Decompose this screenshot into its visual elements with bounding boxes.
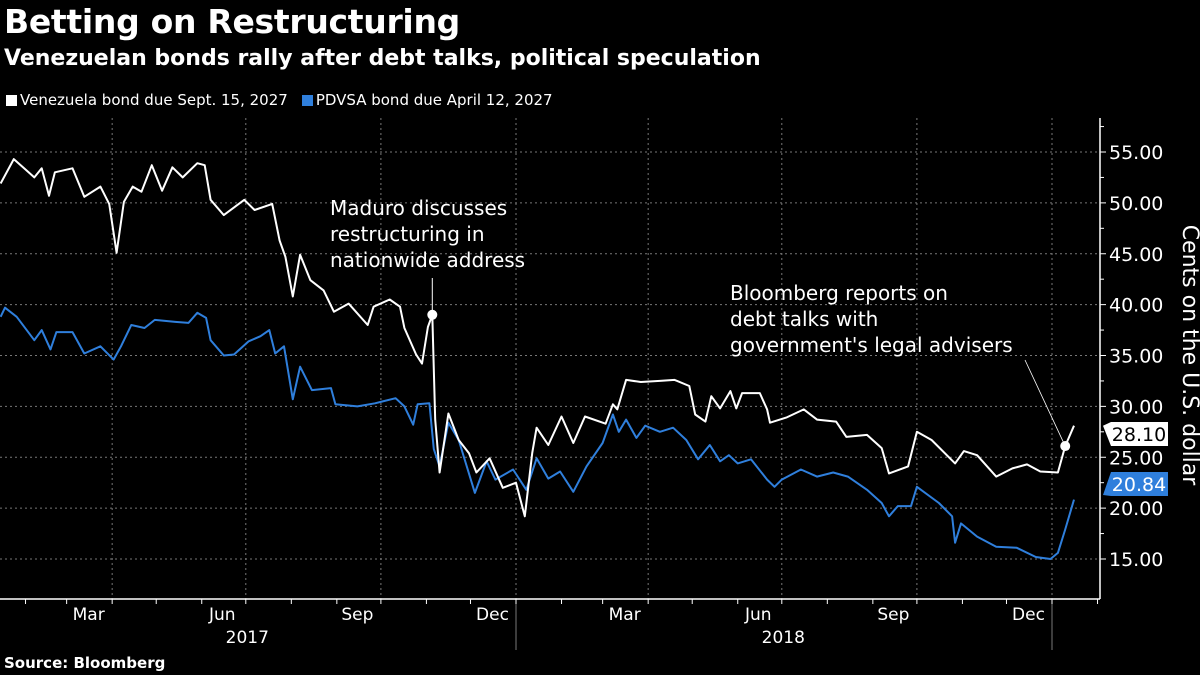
last-value-tag bbox=[1103, 472, 1168, 496]
last-value-label: 20.84 bbox=[1112, 474, 1166, 496]
annotation-text: government's legal advisers bbox=[730, 333, 1013, 357]
legend-swatch-blue bbox=[301, 94, 313, 106]
annotation-text: Bloomberg reports on bbox=[730, 281, 948, 305]
annotation-text: restructuring in bbox=[330, 222, 485, 246]
legend-swatch-white bbox=[6, 94, 17, 106]
legend-label: PDVSA bond due April 12, 2027 bbox=[315, 91, 553, 109]
pdvsa-bond-line bbox=[0, 306, 1075, 560]
last-value-tags: 28.10 20.84 bbox=[1103, 422, 1168, 496]
y-tick-label: 20.00 bbox=[1109, 498, 1163, 520]
annotation-text: nationwide address bbox=[330, 248, 525, 272]
x-tick-label: Sep bbox=[877, 605, 909, 625]
annotation-marker bbox=[427, 309, 438, 320]
x-year-label: 2017 bbox=[226, 628, 269, 648]
x-year-label: 2018 bbox=[762, 628, 805, 648]
y-tick-label: 50.00 bbox=[1109, 193, 1163, 215]
last-value-label: 28.10 bbox=[1112, 424, 1166, 446]
y-tick-label: 35.00 bbox=[1109, 346, 1163, 368]
annotation-text: debt talks with bbox=[730, 307, 878, 331]
x-tick-label: Mar bbox=[73, 605, 105, 625]
legend-item-pdvsa: PDVSA bond due April 12, 2027 bbox=[301, 91, 553, 109]
legend: Venezuela bond due Sept. 15, 2027 PDVSA … bbox=[6, 91, 553, 109]
venezuela-bond-line bbox=[0, 158, 1075, 518]
y-tick-label: 45.00 bbox=[1109, 244, 1163, 266]
y-tick-label: 30.00 bbox=[1109, 396, 1163, 418]
x-tick-label: Dec bbox=[1012, 605, 1045, 625]
annotation-marker bbox=[1060, 441, 1071, 452]
x-tick-label: Dec bbox=[476, 605, 509, 625]
x-tick-label: Sep bbox=[341, 605, 373, 625]
y-tick-label: 15.00 bbox=[1109, 549, 1163, 571]
x-tick-label: Mar bbox=[609, 605, 641, 625]
chart-title: Betting on Restructuring bbox=[4, 2, 460, 41]
annotation-leader-line bbox=[1024, 359, 1066, 447]
gridlines bbox=[0, 118, 1100, 599]
y-axis-label: Cents on the U.S. dollar bbox=[1177, 225, 1200, 487]
series-lines bbox=[0, 158, 1075, 560]
annotation-text: Maduro discusses bbox=[330, 196, 507, 220]
axes: 15.00 20.00 25.00 30.00 35.00 40.00 45.00 50.00… bbox=[0, 118, 1163, 650]
source-note: Source: Bloomberg bbox=[4, 654, 166, 672]
x-tick-label: Jun bbox=[208, 605, 236, 625]
y-tick-label: 40.00 bbox=[1109, 295, 1163, 317]
legend-item-venezuela: Venezuela bond due Sept. 15, 2027 bbox=[6, 91, 288, 109]
y-tick-label: 55.00 bbox=[1109, 142, 1163, 164]
x-tick-label: Jun bbox=[744, 605, 772, 625]
legend-label: Venezuela bond due Sept. 15, 2027 bbox=[20, 91, 288, 109]
last-value-tag bbox=[1103, 422, 1168, 446]
y-tick-label: 25.00 bbox=[1109, 447, 1163, 469]
chart-subtitle: Venezuelan bonds rally after debt talks,… bbox=[4, 46, 761, 71]
